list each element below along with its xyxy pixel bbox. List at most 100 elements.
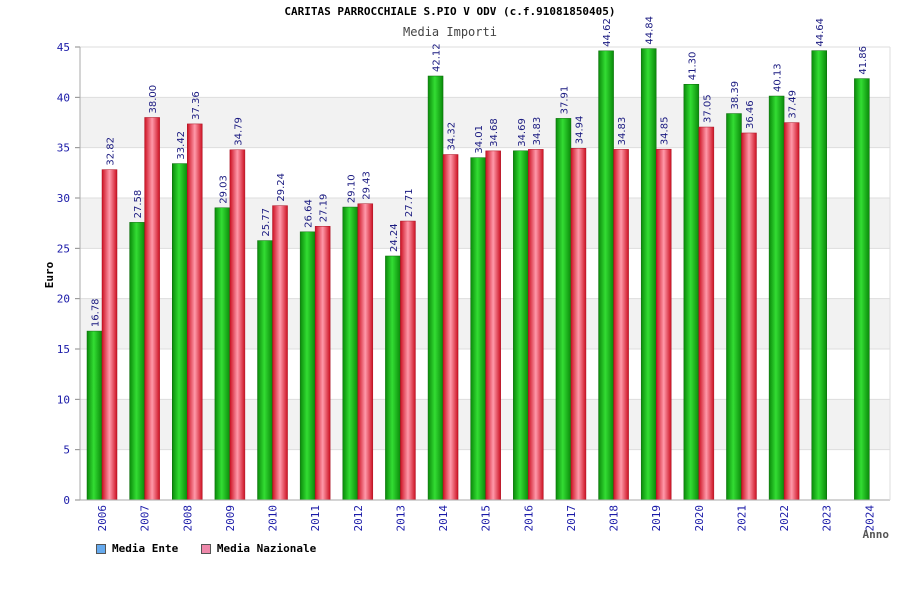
y-tick-label: 35 bbox=[57, 142, 70, 155]
data-label: 27.19 bbox=[319, 194, 330, 223]
data-label: 37.05 bbox=[702, 94, 713, 123]
bar-media-nazionale-2014 bbox=[442, 154, 459, 501]
legend-item-media-ente: Media Ente bbox=[96, 542, 178, 555]
y-tick-label: 10 bbox=[57, 393, 70, 406]
bar-media-ente-2011 bbox=[299, 231, 316, 501]
bar-media-nazionale-2013 bbox=[400, 220, 416, 501]
x-tick-label: 2007 bbox=[139, 505, 152, 532]
data-label: 41.30 bbox=[687, 52, 698, 81]
bar-media-ente-2023 bbox=[811, 50, 827, 501]
x-tick-label: 2015 bbox=[480, 505, 493, 532]
bar-media-nazionale-2016 bbox=[528, 149, 544, 501]
y-tick-label: 5 bbox=[63, 444, 70, 457]
bar-media-ente-2015 bbox=[470, 157, 486, 501]
x-tick-label: 2023 bbox=[821, 505, 834, 532]
y-tick-label: 25 bbox=[57, 242, 70, 255]
x-tick-label: 2009 bbox=[224, 505, 237, 532]
x-tick-label: 2014 bbox=[437, 505, 450, 532]
bar-media-ente-2017 bbox=[555, 118, 572, 501]
data-label: 27.71 bbox=[404, 188, 415, 217]
data-label: 37.49 bbox=[788, 90, 799, 119]
x-tick-label: 2012 bbox=[352, 505, 365, 532]
bar-media-nazionale-2022 bbox=[783, 122, 800, 501]
data-label: 34.83 bbox=[617, 117, 628, 146]
bar-media-nazionale-2006 bbox=[101, 169, 118, 501]
x-tick-label: 2006 bbox=[96, 505, 109, 532]
data-label: 26.64 bbox=[304, 199, 315, 228]
data-label: 27.58 bbox=[133, 190, 144, 219]
data-label: 44.62 bbox=[602, 18, 613, 47]
data-label: 34.68 bbox=[489, 118, 500, 147]
bar-media-ente-2014 bbox=[427, 75, 444, 501]
y-tick-label: 30 bbox=[57, 192, 70, 205]
bar-media-nazionale-2010 bbox=[272, 205, 288, 501]
data-label: 34.85 bbox=[660, 117, 671, 146]
bar-media-nazionale-2015 bbox=[485, 150, 501, 501]
data-label: 37.36 bbox=[191, 91, 202, 120]
legend-swatch-media-nazionale bbox=[200, 543, 211, 554]
legend: Media Ente Media Nazionale bbox=[96, 542, 332, 557]
y-tick-label: 15 bbox=[57, 343, 70, 356]
bar-media-nazionale-2018 bbox=[613, 149, 629, 501]
chart-subtitle: Media Importi bbox=[403, 25, 497, 39]
bar-media-ente-2007 bbox=[129, 222, 145, 501]
chart-title: CARITAS PARROCCHIALE S.PIO V ODV (c.f.91… bbox=[284, 5, 616, 18]
bar-media-ente-2013 bbox=[385, 255, 401, 501]
bar-media-ente-2016 bbox=[513, 150, 529, 501]
x-tick-label: 2017 bbox=[565, 505, 578, 532]
x-tick-label: 2024 bbox=[863, 505, 876, 532]
data-label: 32.82 bbox=[106, 137, 117, 166]
x-tick-labels: 2006 2007 2008 2009 2010 2011 2012 2013 2014 2015… bbox=[96, 505, 876, 532]
data-label: 25.77 bbox=[261, 208, 272, 237]
x-tick-label: 2008 bbox=[181, 505, 194, 532]
bar-media-ente-2018 bbox=[598, 50, 614, 501]
legend-item-media-nazionale: Media Nazionale bbox=[200, 542, 317, 555]
bar-media-nazionale-2020 bbox=[698, 126, 715, 501]
y-axis-label: Euro bbox=[43, 261, 56, 288]
data-label: 37.91 bbox=[559, 86, 570, 115]
bar-media-ente-2019 bbox=[640, 48, 657, 501]
data-label: 36.46 bbox=[745, 100, 756, 129]
data-label: 40.13 bbox=[773, 63, 784, 92]
data-label: 33.42 bbox=[176, 131, 187, 160]
bar-media-ente-2020 bbox=[683, 83, 700, 501]
data-label: 41.86 bbox=[858, 46, 869, 75]
legend-label-media-nazionale: Media Nazionale bbox=[216, 542, 317, 555]
bar-media-nazionale-2011 bbox=[314, 226, 331, 501]
bar-media-nazionale-2009 bbox=[229, 149, 246, 501]
data-label: 34.83 bbox=[532, 117, 543, 146]
data-label: 38.00 bbox=[148, 85, 159, 114]
bar-media-ente-2010 bbox=[257, 240, 273, 501]
x-axis-label: Anno bbox=[863, 528, 890, 541]
data-label: 34.69 bbox=[517, 118, 528, 147]
axes bbox=[79, 47, 891, 501]
bar-media-ente-2006 bbox=[86, 330, 103, 501]
x-tick-label: 2013 bbox=[394, 505, 407, 532]
legend-label-media-ente: Media Ente bbox=[112, 542, 179, 555]
data-label: 29.03 bbox=[218, 175, 229, 204]
x-tick-label: 2010 bbox=[267, 505, 280, 532]
bars bbox=[86, 48, 870, 501]
data-label: 34.32 bbox=[447, 122, 458, 151]
legend-swatch-media-ente bbox=[96, 543, 106, 554]
y-tick-labels: 0 5 10 15 20 25 30 35 40 45 bbox=[57, 41, 70, 507]
data-label: 24.24 bbox=[389, 223, 400, 252]
data-label: 44.64 bbox=[815, 18, 826, 47]
y-tick-label: 45 bbox=[57, 41, 70, 54]
bar-media-nazionale-2008 bbox=[187, 123, 203, 501]
bar-media-ente-2012 bbox=[342, 206, 359, 501]
x-tick-label: 2018 bbox=[608, 505, 621, 532]
x-tick-label: 2022 bbox=[778, 505, 791, 532]
y-tick-label: 20 bbox=[57, 293, 70, 306]
bar-media-ente-2009 bbox=[214, 207, 231, 501]
bar-media-nazionale-2019 bbox=[655, 148, 672, 501]
data-label: 34.01 bbox=[474, 125, 485, 154]
data-label: 29.43 bbox=[361, 171, 372, 200]
bar-media-nazionale-2012 bbox=[357, 203, 374, 501]
data-label: 42.12 bbox=[432, 43, 443, 72]
bar-media-nazionale-2017 bbox=[570, 148, 587, 501]
bar-media-nazionale-2007 bbox=[144, 117, 160, 501]
x-tick-label: 2021 bbox=[735, 505, 748, 532]
bar-media-ente-2008 bbox=[172, 163, 188, 501]
